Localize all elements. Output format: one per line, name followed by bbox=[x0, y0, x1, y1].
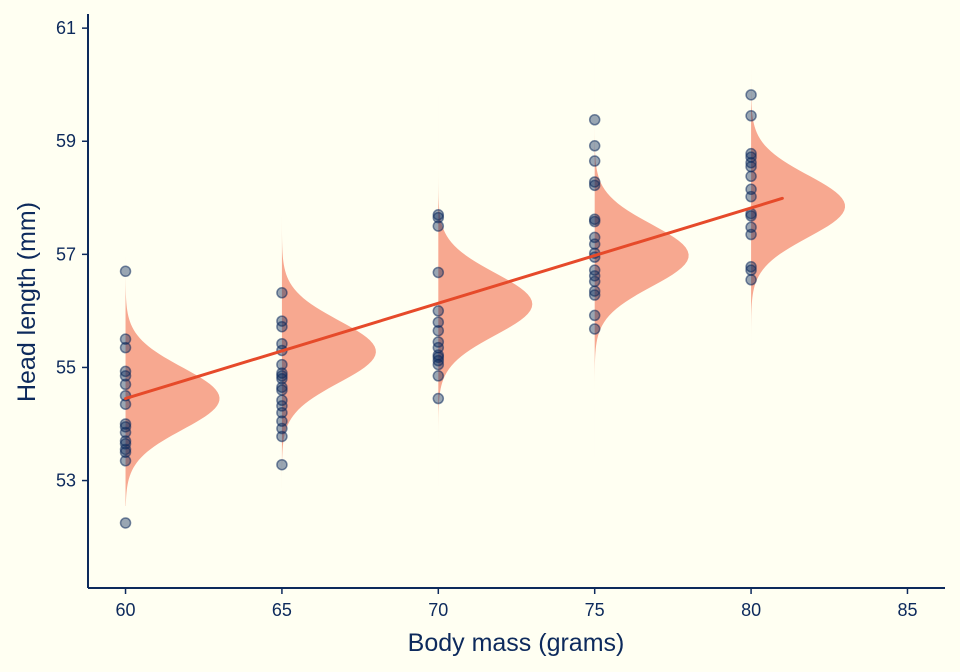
regression-line bbox=[124, 196, 784, 401]
point bbox=[745, 210, 757, 222]
point bbox=[119, 446, 132, 459]
point bbox=[745, 228, 757, 241]
point bbox=[432, 266, 445, 279]
point bbox=[745, 156, 757, 169]
point bbox=[119, 455, 132, 467]
point bbox=[432, 220, 445, 232]
points-layer bbox=[119, 89, 757, 529]
density-70 bbox=[438, 96, 533, 487]
point bbox=[588, 289, 601, 301]
x-tick-label: 75 bbox=[585, 600, 605, 620]
point bbox=[588, 238, 601, 250]
y-tick-label: 57 bbox=[56, 244, 76, 264]
point bbox=[276, 406, 288, 419]
point bbox=[119, 370, 132, 382]
x-tick-label: 70 bbox=[428, 600, 448, 620]
point bbox=[119, 398, 132, 410]
point bbox=[745, 190, 757, 203]
point bbox=[276, 430, 288, 443]
point bbox=[276, 458, 288, 471]
point bbox=[432, 354, 445, 367]
point bbox=[745, 110, 757, 122]
point bbox=[432, 211, 445, 224]
point bbox=[432, 392, 445, 405]
point bbox=[276, 384, 288, 396]
point bbox=[119, 265, 132, 278]
point bbox=[745, 274, 757, 286]
point bbox=[432, 324, 445, 337]
point bbox=[276, 287, 288, 299]
point bbox=[276, 358, 288, 371]
point bbox=[432, 305, 445, 317]
point bbox=[588, 176, 601, 188]
point bbox=[432, 370, 445, 382]
point bbox=[588, 179, 601, 192]
y-tick-label: 61 bbox=[56, 18, 76, 38]
point bbox=[745, 264, 757, 276]
point bbox=[119, 333, 132, 345]
regression-layer bbox=[124, 196, 784, 401]
point bbox=[745, 160, 757, 173]
point bbox=[119, 426, 132, 439]
point bbox=[745, 261, 757, 273]
y-tick-label: 55 bbox=[56, 357, 76, 377]
point bbox=[276, 320, 288, 333]
point bbox=[276, 422, 288, 435]
x-tick-label: 60 bbox=[116, 600, 136, 620]
density-60 bbox=[125, 180, 220, 507]
x-axis-title: Body mass (grams) bbox=[408, 629, 625, 657]
x-tick-label: 80 bbox=[741, 600, 761, 620]
density-75 bbox=[594, 50, 689, 458]
point bbox=[588, 309, 601, 322]
axes-layer: 60 65 70 75 80 85 53 55 57 59 61 bbox=[56, 14, 945, 620]
point bbox=[745, 170, 757, 183]
point bbox=[745, 147, 757, 160]
density-layer bbox=[125, 39, 846, 507]
point bbox=[432, 316, 445, 328]
point bbox=[745, 89, 757, 101]
y-axis-title: Head length (mm) bbox=[13, 202, 41, 402]
point bbox=[119, 341, 132, 354]
point bbox=[588, 275, 601, 288]
point bbox=[588, 285, 601, 297]
x-tick-label: 85 bbox=[897, 600, 917, 620]
point bbox=[588, 114, 601, 126]
density-65 bbox=[281, 141, 376, 504]
point bbox=[588, 140, 601, 152]
point bbox=[119, 378, 132, 391]
y-tick-label: 53 bbox=[56, 471, 76, 491]
x-tick-label: 65 bbox=[272, 600, 292, 620]
point bbox=[276, 373, 288, 385]
point bbox=[588, 215, 601, 228]
point bbox=[588, 323, 601, 335]
y-tick-label: 59 bbox=[56, 131, 76, 151]
density-80 bbox=[751, 39, 846, 413]
point bbox=[119, 517, 132, 529]
point bbox=[588, 155, 601, 167]
point bbox=[432, 358, 445, 371]
